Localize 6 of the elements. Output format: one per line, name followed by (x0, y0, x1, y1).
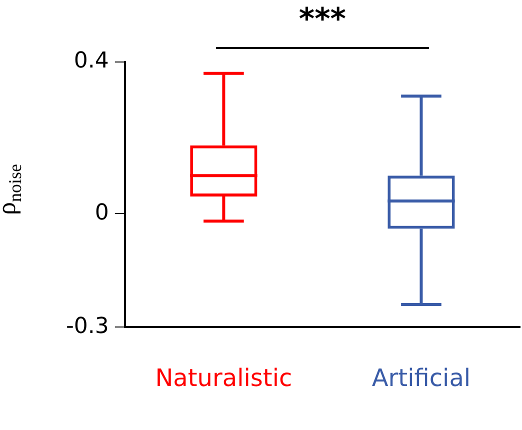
y-tick-label: -0.3 (66, 314, 109, 339)
text: *** (298, 2, 347, 37)
y-tick-label: 0 (94, 200, 109, 226)
y-tick-label: 0.4 (74, 48, 109, 74)
x-tick-label: Artificial (372, 364, 471, 392)
x-tick-label: Naturalistic (155, 364, 292, 392)
